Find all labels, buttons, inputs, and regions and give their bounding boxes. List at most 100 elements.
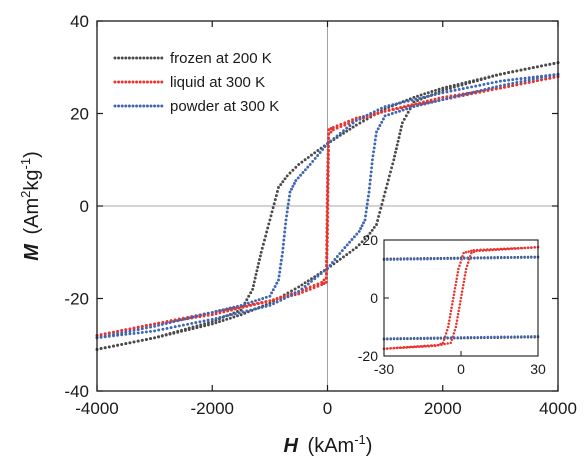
powder-at-300-k-point — [368, 182, 372, 186]
powder-at-300-k-point — [523, 79, 527, 83]
powder-at-300-k-point — [460, 93, 464, 97]
frozen-at-200-k-point — [136, 339, 140, 343]
frozen-at-200-k-point — [552, 62, 556, 65]
powder-at-300-k-point — [275, 281, 279, 285]
powder-at-300-k-point — [338, 131, 342, 135]
powder-at-300-k-point — [301, 171, 305, 174]
frozen-at-200-k-point — [437, 87, 441, 91]
inset-powder-at-300-k-point — [486, 256, 490, 260]
inset-liquid-at-300-k-point — [463, 274, 467, 277]
liquid-at-300-k-point — [210, 313, 214, 317]
powder-at-300-k-point — [272, 302, 275, 306]
inset-powder-at-300-k-point — [489, 335, 493, 339]
frozen-at-200-k-point — [268, 301, 272, 305]
powder-at-300-k-point — [132, 331, 136, 335]
inset-powder-at-300-k-point — [516, 256, 520, 259]
frozen-at-200-k-point — [394, 150, 397, 154]
inset-liquid-at-300-k-point — [526, 246, 530, 249]
frozen-at-200-k-point — [531, 66, 535, 70]
inset-liquid-at-300-k-point — [450, 306, 453, 309]
inset-powder-at-300-k-point — [493, 335, 496, 339]
legend-swatch-dot — [160, 104, 164, 108]
frozen-at-200-k-point — [460, 83, 464, 87]
powder-at-300-k-point — [254, 299, 257, 303]
powder-at-300-k-point — [149, 329, 152, 333]
powder-at-300-k-point — [288, 190, 292, 194]
inset-powder-at-300-k-point — [469, 257, 473, 260]
frozen-at-200-k-point — [218, 320, 221, 324]
liquid-at-300-k-point — [351, 118, 354, 122]
frozen-at-200-k-point — [345, 253, 349, 257]
powder-at-300-k-point — [277, 274, 281, 278]
powder-at-300-k-point — [430, 100, 434, 104]
powder-at-300-k-point — [299, 173, 303, 177]
liquid-at-300-k-point — [116, 329, 120, 333]
legend-swatch-dot — [113, 80, 117, 84]
inset-liquid-at-300-k-point — [453, 290, 456, 293]
powder-at-300-k-point — [292, 182, 296, 185]
liquid-at-300-k-point — [325, 209, 329, 213]
frozen-at-200-k-point — [297, 162, 301, 166]
inset-powder-at-300-k-point — [392, 258, 396, 261]
legend-swatch-dot — [135, 104, 139, 108]
liquid-at-300-k-point — [326, 156, 330, 160]
powder-at-300-k-point — [503, 83, 506, 87]
powder-at-300-k-point — [419, 103, 423, 107]
frozen-at-200-k-point — [259, 250, 263, 254]
inset-powder-at-300-k-point — [453, 257, 456, 260]
frozen-at-200-k-point — [267, 222, 271, 226]
liquid-at-300-k-point — [245, 304, 249, 308]
frozen-at-200-k-point — [434, 88, 437, 92]
powder-at-300-k-point — [230, 313, 233, 317]
frozen-at-200-k-point — [351, 125, 355, 129]
powder-at-300-k-point — [280, 254, 284, 258]
inset-liquid-at-300-k-point — [470, 249, 473, 253]
powder-at-300-k-point — [452, 95, 456, 99]
inset-powder-at-300-k-point — [466, 257, 469, 260]
powder-at-300-k-point — [140, 330, 144, 334]
liquid-at-300-k-point — [339, 125, 343, 129]
inset-liquid-at-300-k-point — [453, 328, 457, 332]
powder-at-300-k-point — [270, 291, 274, 295]
frozen-at-200-k-point — [366, 234, 370, 238]
frozen-at-200-k-point — [153, 336, 157, 340]
inset-liquid-at-300-k-point — [454, 283, 457, 287]
liquid-at-300-k-point — [326, 144, 330, 148]
liquid-at-300-k-point — [325, 234, 329, 238]
powder-at-300-k-point — [322, 269, 326, 273]
frozen-at-200-k-point — [272, 202, 276, 206]
powder-at-300-k-point — [362, 221, 365, 225]
powder-at-300-k-point — [296, 176, 300, 180]
inset-powder-at-300-k-point — [409, 336, 413, 340]
powder-at-300-k-point — [268, 303, 272, 307]
frozen-at-200-k-point — [168, 332, 172, 336]
powder-at-300-k-point — [330, 261, 334, 264]
powder-at-300-k-point — [426, 101, 430, 105]
powder-at-300-k-point — [495, 85, 498, 89]
powder-at-300-k-point — [214, 310, 218, 313]
powder-at-300-k-point — [172, 320, 176, 324]
powder-at-300-k-point — [99, 335, 103, 339]
liquid-at-300-k-point — [400, 106, 404, 110]
inset-powder-at-300-k-point — [530, 256, 533, 259]
frozen-at-200-k-point — [503, 71, 506, 75]
liquid-at-300-k-point — [325, 218, 329, 222]
frozen-at-200-k-point — [354, 123, 358, 127]
frozen-at-200-k-point — [372, 225, 376, 229]
inset-powder-at-300-k-point — [483, 256, 486, 260]
frozen-at-200-k-point — [297, 285, 301, 289]
inset-liquid-at-300-k-point — [463, 277, 466, 280]
powder-at-300-k-point — [527, 76, 531, 80]
liquid-at-300-k-point — [260, 301, 264, 305]
powder-at-300-k-point — [253, 307, 256, 311]
powder-at-300-k-point — [190, 321, 194, 325]
legend-swatch-dot — [127, 104, 131, 108]
frozen-at-200-k-point — [291, 168, 295, 172]
inset-powder-at-300-k-point — [449, 336, 453, 339]
inset-powder-at-300-k-point — [443, 336, 446, 339]
frozen-at-200-k-point — [253, 276, 257, 280]
inset-powder-at-300-k-point — [503, 335, 506, 339]
powder-at-300-k-point — [144, 326, 148, 330]
powder-at-300-k-point — [507, 78, 511, 82]
liquid-at-300-k-point — [331, 125, 335, 129]
